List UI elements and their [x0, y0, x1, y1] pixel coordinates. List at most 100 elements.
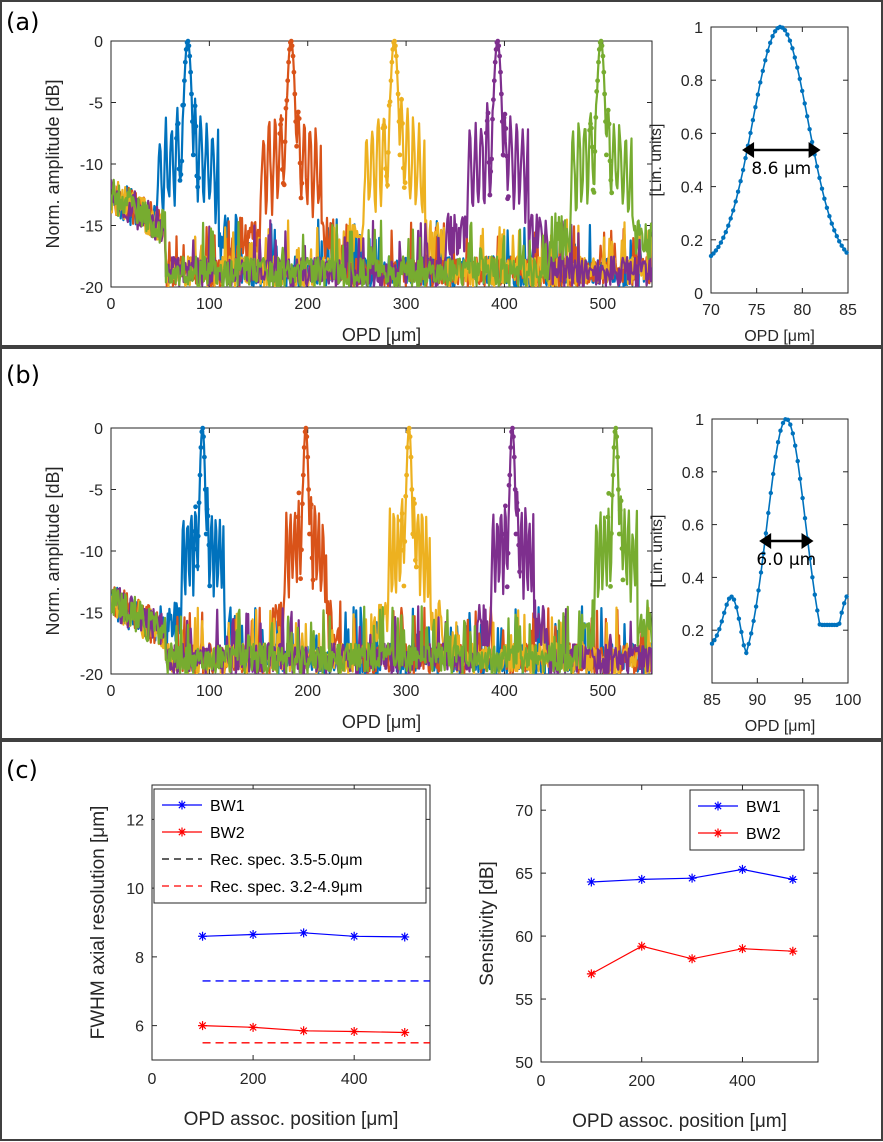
spectrum-point	[517, 569, 522, 575]
spectrum-point	[207, 583, 213, 589]
spectrum-point	[297, 532, 303, 538]
y-tick-label: 70	[515, 803, 533, 820]
inset-point	[792, 55, 797, 60]
marker-star	[788, 874, 798, 884]
y-tick-label: -15	[80, 219, 103, 236]
spectrum-point	[404, 472, 409, 478]
inset-point	[795, 65, 800, 70]
marker-star	[637, 941, 647, 951]
spectrum-point	[175, 121, 181, 126]
axes-box	[151, 784, 431, 1061]
inset-point	[817, 175, 822, 181]
x-tick-label: 400	[491, 296, 518, 313]
inset-point	[756, 588, 761, 593]
spectrum-point	[619, 546, 625, 551]
spectrum-point	[301, 445, 307, 450]
spectrum-point	[410, 531, 416, 537]
spectrum-point	[193, 504, 199, 510]
inset-point	[722, 610, 727, 615]
inset-point	[795, 458, 800, 464]
spectrum-point	[411, 496, 416, 502]
y-tick-label: 60	[515, 929, 533, 946]
spectrum-point	[194, 563, 200, 569]
spectrum-point	[286, 59, 291, 65]
inset-point	[797, 476, 803, 481]
inset-point	[750, 117, 756, 123]
spectrum-point	[280, 167, 285, 172]
inset-point	[807, 127, 812, 132]
spectrum-point	[305, 454, 311, 460]
spectrum-point	[287, 47, 292, 52]
marker-star	[737, 944, 747, 954]
inset-point	[729, 594, 734, 599]
x-axis-label: OPD [μm]	[744, 328, 815, 345]
fwhm-label: 8.6 μm	[751, 159, 811, 179]
inset-point	[761, 551, 766, 556]
inset-point	[785, 417, 791, 422]
x-axis-label: OPD assoc. position [μm]	[572, 1111, 787, 1132]
spectrum-point	[195, 533, 201, 539]
spectrum-point	[602, 91, 607, 97]
y-tick-label: 55	[515, 992, 533, 1009]
inset-point	[839, 610, 844, 615]
inset-point	[723, 229, 728, 235]
spectrum-point	[385, 182, 390, 188]
spectrum-point	[401, 165, 406, 171]
inset-point	[741, 643, 746, 648]
x-tick-label: 0	[107, 296, 116, 313]
legend-label: BW2	[210, 825, 245, 842]
spectrum-point	[489, 156, 494, 162]
x-tick-label: 100	[196, 296, 223, 313]
x-tick-label: 400	[341, 1071, 368, 1088]
spectrum-point	[179, 158, 185, 164]
spectrum-point	[620, 577, 626, 583]
inset-point	[744, 650, 749, 656]
legend-label: Rec. spec. 3.5-5.0μm	[210, 852, 362, 869]
spectrum-point	[402, 539, 408, 544]
spectrum-point	[307, 531, 312, 537]
chart-b-inset: 85 90 95 100 0.2 0.4 0.6 0.8 1 OPD [μm] [Lin. unit…	[649, 412, 861, 735]
spectrum-point	[406, 425, 412, 431]
inset-point	[733, 199, 738, 204]
spectrum-point	[512, 487, 518, 492]
spectrum-point	[487, 192, 493, 198]
spectrum-point	[618, 498, 624, 504]
spectrum-point	[199, 429, 205, 435]
legend-label: Rec. spec. 3.2-4.9μm	[210, 879, 362, 896]
spectrum-point	[281, 182, 287, 188]
spectrum-point	[402, 180, 408, 186]
inset-point	[753, 604, 759, 609]
x-tick-label: 200	[628, 1073, 655, 1090]
inset-point	[812, 592, 817, 597]
x-tick-label: 0	[148, 1071, 157, 1088]
inset-point	[773, 454, 778, 459]
spectrum-point	[182, 59, 188, 65]
marker-star	[248, 1022, 258, 1032]
y-tick-label: -20	[80, 667, 103, 684]
axes-box	[711, 418, 849, 684]
inset-point	[814, 164, 820, 169]
spectrum-point	[303, 425, 309, 431]
spectrum-point	[608, 584, 613, 589]
inset-point	[802, 516, 808, 521]
x-tick-label: 300	[393, 683, 420, 700]
spectrum-point	[279, 117, 284, 122]
inset-point	[763, 531, 769, 536]
inset-point	[766, 510, 771, 516]
x-tick-label: 300	[393, 296, 420, 313]
inset-point	[763, 58, 768, 63]
spectrum-point	[593, 115, 599, 120]
spectrum-point	[589, 144, 595, 150]
spectrum-point	[591, 190, 597, 195]
inset-curve	[711, 418, 848, 656]
marker-star	[713, 801, 723, 811]
marker-star	[586, 969, 596, 979]
inset-point	[770, 34, 775, 39]
spectrum-point	[298, 576, 303, 582]
y-axis-label: FWHM axial resolution [μm]	[88, 806, 109, 1040]
inset-point	[844, 594, 849, 599]
spectrum-point	[294, 143, 299, 149]
spectrum-point	[491, 97, 496, 103]
chart-b-main: 0 100 200 300 400 500 0 -5 -10 -15 -20 OPD [μm] Norm…	[43, 421, 653, 732]
